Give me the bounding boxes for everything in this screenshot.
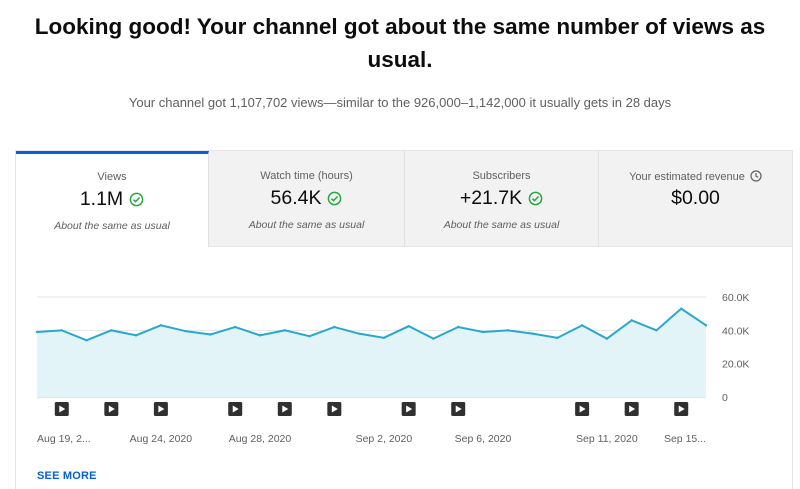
- data-point: [134, 334, 138, 337]
- series-line: [36, 307, 707, 342]
- check-circle-icon: [528, 191, 543, 206]
- tab-watch-time-label: Watch time (hours): [260, 170, 353, 182]
- video-marker-icon[interactable]: [451, 402, 466, 416]
- tab-views[interactable]: Views 1.1M About the same as usual: [16, 151, 209, 247]
- tab-revenue-label: Your estimated revenue: [629, 171, 745, 183]
- data-point: [432, 337, 435, 340]
- data-point: [556, 336, 559, 340]
- see-more-link[interactable]: SEE MORE: [37, 470, 97, 482]
- play-icon: [678, 405, 685, 413]
- play-icon: [579, 405, 586, 413]
- video-marker-icon[interactable]: [624, 402, 639, 416]
- data-point: [580, 324, 584, 327]
- data-point: [655, 329, 658, 332]
- tab-subscribers-note: About the same as usual: [443, 219, 560, 231]
- tab-watch-time-note: About the same as usual: [248, 219, 365, 231]
- video-marker-icon[interactable]: [54, 402, 69, 416]
- tab-estimated-revenue[interactable]: Your estimated revenue $0.00: [599, 151, 792, 247]
- data-point: [209, 333, 212, 336]
- play-icon: [331, 405, 338, 413]
- analytics-card: Views 1.1M About the same as usual Watch…: [15, 150, 793, 489]
- clock-icon: [750, 170, 762, 182]
- x-tick-label: Sep 11, 2020: [576, 433, 638, 445]
- data-point: [481, 330, 485, 334]
- check-circle-icon: [328, 191, 342, 206]
- metric-tabs: Views 1.1M About the same as usual Watch…: [16, 151, 792, 247]
- video-marker-icon[interactable]: [153, 402, 168, 416]
- x-tick-label: Aug 24, 2020: [130, 433, 193, 445]
- video-marker-icon[interactable]: [401, 402, 416, 416]
- data-point: [605, 337, 609, 340]
- y-tick-label: 40.0K: [722, 325, 749, 337]
- data-point: [457, 325, 460, 329]
- video-marker-icon[interactable]: [575, 402, 590, 416]
- y-tick-label: 60.0K: [722, 292, 749, 304]
- x-tick-label: Aug 19, 2...: [37, 433, 91, 445]
- video-marker-icon[interactable]: [327, 402, 342, 416]
- video-marker-icon[interactable]: [228, 402, 243, 416]
- tab-views-note: About the same as usual: [54, 220, 170, 232]
- data-point: [283, 329, 286, 332]
- summary-text: Your channel got 1,107,702 views—similar…: [128, 95, 672, 110]
- data-point: [234, 325, 237, 329]
- play-icon: [282, 405, 289, 413]
- data-point: [258, 334, 262, 337]
- data-point: [704, 324, 708, 327]
- play-icon: [232, 405, 239, 413]
- tab-revenue-value: $0.00: [671, 187, 720, 209]
- tab-subscribers-label: Subscribers: [472, 170, 531, 182]
- tab-watch-time-value: 56.4K: [270, 187, 322, 209]
- data-point: [382, 336, 386, 340]
- video-marker-icon[interactable]: [674, 402, 689, 416]
- play-icon: [629, 405, 636, 413]
- video-marker-icon[interactable]: [104, 402, 119, 416]
- play-icon: [158, 405, 165, 413]
- play-icon: [455, 405, 462, 413]
- data-point: [680, 307, 683, 310]
- data-point: [308, 334, 311, 338]
- views-chart: 60.0K 40.0K 20.0K 0 Aug 19, 2... Aug 24, 2020…: [35, 292, 749, 445]
- data-point: [110, 329, 113, 332]
- x-tick-label: Sep 6, 2020: [455, 433, 512, 445]
- tab-subscribers[interactable]: Subscribers +21.7K About the same as usu…: [405, 151, 599, 247]
- data-point: [630, 319, 633, 322]
- x-tick-label: Sep 15...: [664, 433, 706, 445]
- x-tick-label: Sep 2, 2020: [356, 433, 413, 445]
- tab-watch-time[interactable]: Watch time (hours) 56.4K About the same …: [209, 151, 405, 247]
- y-tick-label: 0: [722, 392, 728, 404]
- data-point: [159, 324, 163, 327]
- check-circle-icon: [129, 192, 144, 207]
- data-point: [407, 324, 410, 328]
- play-icon: [108, 405, 115, 413]
- data-point: [184, 329, 187, 333]
- data-point: [357, 332, 361, 335]
- data-point: [531, 332, 534, 335]
- x-tick-label: Aug 28, 2020: [229, 433, 292, 445]
- data-point: [85, 339, 88, 342]
- data-point: [333, 325, 336, 329]
- play-icon: [406, 405, 413, 413]
- area-fill: [37, 308, 706, 397]
- play-icon: [59, 405, 66, 413]
- data-point: [60, 329, 63, 332]
- headline: Looking good! Your channel got about the…: [34, 14, 766, 72]
- data-point: [506, 329, 509, 332]
- video-marker-icon[interactable]: [277, 402, 292, 416]
- data-point: [35, 330, 39, 334]
- y-tick-label: 20.0K: [722, 359, 749, 371]
- tab-views-label: Views: [97, 171, 127, 183]
- tab-views-value: 1.1M: [79, 188, 124, 210]
- tab-subscribers-value: +21.7K: [459, 187, 523, 209]
